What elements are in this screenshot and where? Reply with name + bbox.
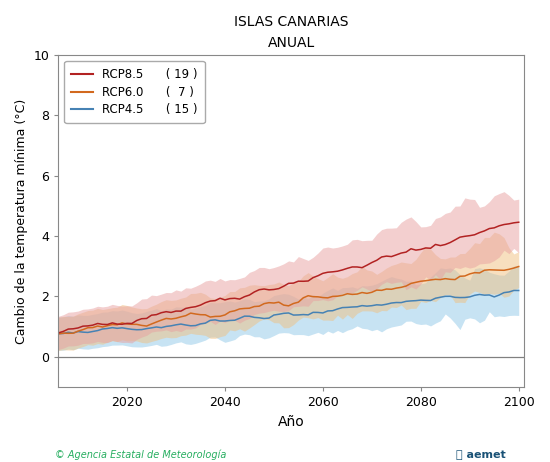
Text: Ⓜ aemet: Ⓜ aemet	[456, 450, 506, 460]
Legend: RCP8.5      ( 19 ), RCP6.0      (  7 ), RCP4.5      ( 15 ): RCP8.5 ( 19 ), RCP6.0 ( 7 ), RCP4.5 ( 15…	[64, 61, 205, 123]
Text: © Agencia Estatal de Meteorología: © Agencia Estatal de Meteorología	[55, 449, 227, 460]
Title: ISLAS CANARIAS
ANUAL: ISLAS CANARIAS ANUAL	[234, 15, 348, 49]
Y-axis label: Cambio de la temperatura mínima (°C): Cambio de la temperatura mínima (°C)	[15, 98, 28, 344]
X-axis label: Año: Año	[278, 414, 304, 429]
